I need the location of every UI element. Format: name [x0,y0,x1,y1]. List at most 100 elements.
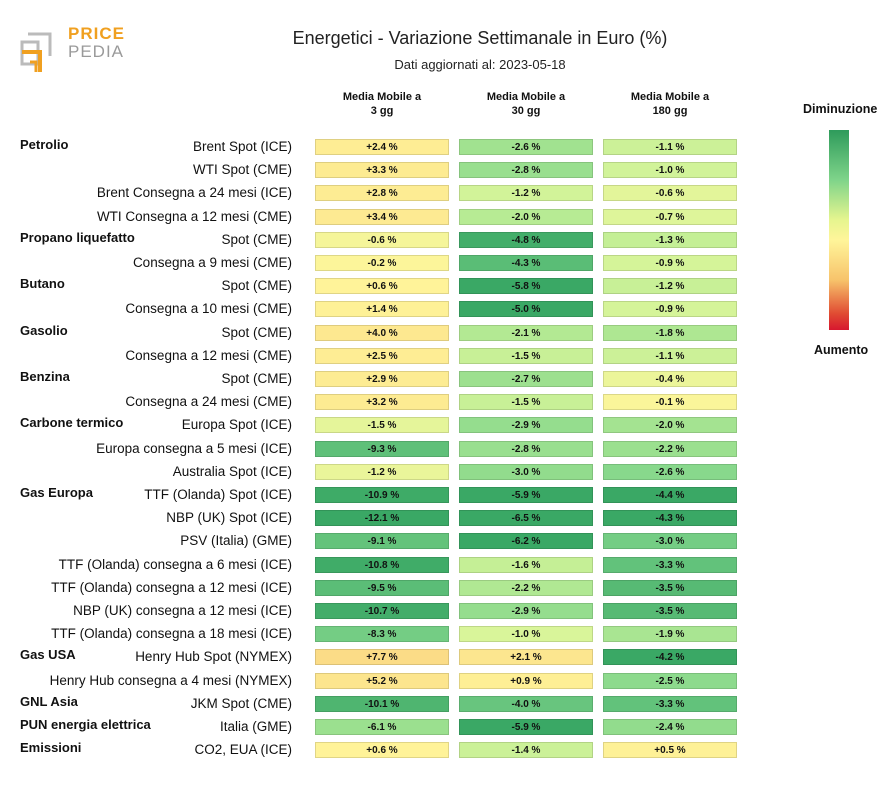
row-label: Consegna a 12 mesi (CME) [125,347,292,363]
table-cell: +4.0 % [315,324,449,341]
table-cell: -6.2 % [459,533,593,550]
table-cell: -0.4 % [603,371,737,387]
table-cell: -1.9 % [603,626,737,643]
table-cell: -0.6 % [603,185,737,202]
pricepedia-logo: PRICE PEDIA [20,24,130,74]
table-cell: -6.1 % [315,719,449,735]
row-label: NBP (UK) Spot (ICE) [166,510,292,526]
row-group-label: Benzina [20,369,70,384]
table-cell: -2.2 % [459,579,593,596]
table-cell: -1.2 % [459,185,593,202]
row-label: TTF (Olanda) consegna a 6 mesi (ICE) [58,556,292,572]
chart-subtitle: Dati aggiornati al: 2023-05-18 [394,57,566,72]
row-label: Consegna a 10 mesi (CME) [125,301,292,317]
row-label: CO2, EUA (ICE) [194,742,292,758]
table-cell: +3.3 % [315,162,449,179]
table-cell: -2.6 % [459,139,593,155]
table-cell: -3.5 % [603,579,737,596]
table-cell: +7.7 % [315,649,449,666]
table-cell: -4.3 % [603,510,737,527]
table-cell: -0.9 % [603,255,737,271]
row-label: Europa Spot (ICE) [181,417,292,433]
column-header-line: Media Mobile a [486,91,566,103]
logo-mark-icon [20,32,52,72]
table-cell: -4.3 % [459,255,593,271]
table-cell: -1.0 % [603,162,737,179]
row-label: TTF (Olanda) consegna a 18 mesi (ICE) [51,626,292,642]
table-cell: -2.8 % [459,162,593,179]
row-label: Spot (CME) [221,278,292,294]
table-cell: -1.1 % [603,139,737,155]
row-label: Spot (CME) [221,371,292,386]
table-cell: +1.4 % [315,301,449,318]
table-cell: +2.4 % [315,139,449,155]
row-label: Henry Hub Spot (NYMEX) [135,649,292,665]
table-cell: -2.7 % [459,371,593,387]
table-cell: -1.1 % [603,347,737,364]
logo-word-pedia: PEDIA [68,42,125,61]
logo-word-price: PRICE [68,24,125,43]
table-cell: -2.1 % [459,324,593,341]
table-cell: -3.0 % [459,463,593,480]
row-label: PSV (Italia) (GME) [180,533,292,549]
row-label: JKM Spot (CME) [190,695,292,711]
row-group-label: Emissioni [20,740,82,756]
table-cell: -1.5 % [315,417,449,434]
table-cell: -5.8 % [459,278,593,295]
row-group-label: Gas Europa [20,485,93,500]
table-cell: -1.5 % [459,394,593,411]
table-cell: -9.3 % [315,440,449,457]
table-cell: -3.5 % [603,603,737,619]
column-header-3: Media Mobile a 180 gg [595,90,745,118]
table-cell: -1.0 % [459,626,593,643]
column-header-line: Media Mobile a [342,91,422,103]
legend-top-label: Diminuzione [803,102,878,116]
row-label: Spot (CME) [221,231,292,247]
table-cell: -3.3 % [603,556,737,573]
table-cell: -10.1 % [315,695,449,712]
table-cell: +2.8 % [315,185,449,202]
row-group-label: GNL Asia [20,693,78,709]
row-label: WTI Spot (CME) [192,162,292,178]
table-cell: -1.8 % [603,324,737,341]
table-cell: -1.2 % [315,463,449,480]
row-label: Consegna a 24 mesi (CME) [125,394,292,410]
table-cell: -2.4 % [603,719,737,735]
table-cell: +3.4 % [315,208,449,225]
row-label: Brent Consegna a 24 mesi (ICE) [96,185,292,201]
table-cell: -5.9 % [459,719,593,735]
column-header-1: Media Mobile a 3 gg [307,90,457,118]
table-cell: -2.0 % [603,417,737,434]
row-group-label: Butano [20,276,65,292]
chart-title: Energetici - Variazione Settimanale in E… [292,28,668,48]
row-group-label: Propano liquefatto [20,229,135,245]
table-cell: -1.3 % [603,231,737,248]
table-cell: -1.6 % [459,556,593,573]
table-cell: -2.9 % [459,417,593,434]
table-cell: -10.8 % [315,556,449,573]
table-cell: -9.1 % [315,533,449,550]
table-cell: -0.2 % [315,255,449,271]
table-cell: +0.5 % [603,742,737,759]
table-cell: -2.6 % [603,463,737,480]
legend-bottom-label: Aumento [814,343,869,357]
table-cell: -2.5 % [603,672,737,689]
table-cell: -0.1 % [603,394,737,411]
table-cell: +5.2 % [315,672,449,689]
table-cell: -0.7 % [603,208,737,225]
row-label: TTF (Olanda) consegna a 12 mesi (ICE) [51,579,292,595]
row-label: Henry Hub consegna a 4 mesi (NYMEX) [49,672,292,688]
row-label: Spot (CME) [221,324,292,340]
table-cell: -0.6 % [315,231,449,248]
row-label: WTI Consegna a 12 mesi (CME) [96,208,292,224]
column-header-2: Media Mobile a 30 gg [451,90,601,118]
table-cell: -3.0 % [603,533,737,550]
column-header-line: Media Mobile a [630,91,710,103]
table-cell: +0.6 % [315,742,449,759]
table-cell: +2.9 % [315,371,449,387]
table-cell: +0.6 % [315,278,449,295]
row-label: Australia Spot (ICE) [172,463,292,479]
row-label: Italia (GME) [219,719,292,734]
table-cell: +3.2 % [315,394,449,411]
table-cell: -3.3 % [603,695,737,712]
